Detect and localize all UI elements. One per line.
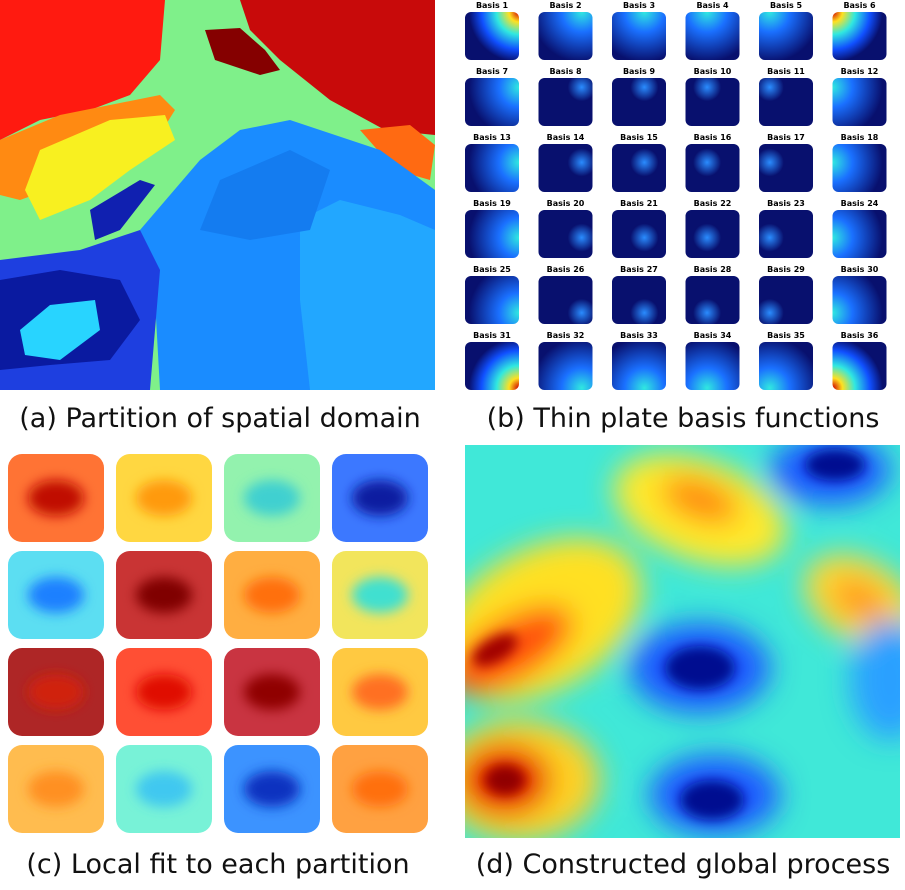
basis-image (465, 12, 519, 60)
basis-image (612, 78, 666, 126)
local-fit-core (136, 674, 192, 710)
basis-image (465, 276, 519, 324)
local-fit-core (244, 577, 300, 613)
basis-image (832, 210, 887, 258)
basis-label: Basis 23 (767, 199, 805, 208)
basis-image (465, 210, 519, 258)
basis-label: Basis 9 (623, 67, 656, 76)
global-process (465, 445, 900, 838)
basis-image (685, 78, 740, 126)
basis-label: Basis 28 (694, 265, 732, 274)
basis-image (832, 12, 887, 60)
basis-image (759, 342, 813, 390)
basis-image (832, 276, 887, 324)
local-fit-grid (8, 454, 428, 833)
basis-label: Basis 7 (476, 67, 508, 76)
basis-image (538, 12, 593, 60)
local-fit-core (136, 771, 192, 807)
caption: (d) Constructed global process (476, 849, 891, 880)
basis-label: Basis 26 (547, 265, 585, 274)
basis-label: Basis 24 (841, 199, 879, 208)
basis-label: Basis 11 (767, 67, 805, 76)
basis-label: Basis 10 (694, 67, 732, 76)
basis-label: Basis 31 (473, 331, 511, 340)
basis-label: Basis 16 (694, 133, 732, 142)
basis-label: Basis 18 (841, 133, 879, 142)
basis-label: Basis 36 (841, 331, 879, 340)
basis-image (685, 210, 740, 258)
local-fit-core (28, 577, 84, 613)
basis-label: Basis 12 (841, 67, 879, 76)
basis-image (759, 210, 813, 258)
local-fit-core (28, 480, 84, 516)
basis-image (465, 342, 519, 390)
local-fit-core (244, 674, 300, 710)
basis-image (538, 342, 593, 390)
basis-label: Basis 15 (620, 133, 658, 142)
local-fit-core (352, 577, 408, 613)
local-fit-core (352, 771, 408, 807)
basis-label: Basis 21 (620, 199, 658, 208)
partition-map (0, 0, 435, 390)
basis-label: Basis 3 (623, 1, 655, 10)
basis-image (759, 276, 813, 324)
basis-image (538, 210, 593, 258)
basis-label: Basis 34 (694, 331, 732, 340)
basis-label: Basis 33 (620, 331, 658, 340)
basis-image (832, 144, 887, 192)
basis-label: Basis 2 (549, 1, 581, 10)
basis-label: Basis 32 (547, 331, 585, 340)
local-fit-core (28, 771, 84, 807)
caption: (b) Thin plate basis functions (487, 403, 880, 434)
basis-image (612, 12, 666, 60)
basis-image (832, 342, 887, 390)
basis-label: Basis 8 (549, 67, 582, 76)
caption: (a) Partition of spatial domain (19, 403, 421, 434)
basis-label: Basis 29 (767, 265, 805, 274)
local-fit-core (136, 480, 192, 516)
basis-image (612, 276, 666, 324)
basis-label: Basis 35 (767, 331, 805, 340)
basis-image (538, 276, 593, 324)
basis-image (685, 276, 740, 324)
basis-label: Basis 14 (547, 133, 585, 142)
local-fit-core (352, 674, 408, 710)
basis-label: Basis 5 (770, 1, 803, 10)
basis-image (685, 12, 740, 60)
basis-image (685, 144, 740, 192)
basis-image (538, 144, 593, 192)
basis-grid: Basis 1 Basis 2 Basis 3 Basis 4 Basis 5 Basis… (465, 1, 887, 390)
local-fit-core (244, 480, 300, 516)
basis-image (465, 144, 519, 192)
basis-label: Basis 27 (620, 265, 658, 274)
local-fit-core (28, 674, 84, 710)
basis-image (759, 78, 813, 126)
basis-image (612, 342, 666, 390)
basis-image (465, 78, 519, 126)
basis-label: Basis 1 (476, 1, 509, 10)
basis-label: Basis 4 (696, 1, 729, 10)
local-fit-core (136, 577, 192, 613)
basis-image (685, 342, 740, 390)
caption: (c) Local fit to each partition (26, 849, 409, 880)
local-fit-core (352, 480, 408, 516)
basis-label: Basis 25 (473, 265, 511, 274)
local-fit-core (244, 771, 300, 807)
basis-label: Basis 6 (843, 1, 876, 10)
basis-image (612, 210, 666, 258)
basis-label: Basis 20 (547, 199, 585, 208)
basis-image (832, 78, 887, 126)
basis-image (759, 12, 813, 60)
basis-image (759, 144, 813, 192)
basis-image (612, 144, 666, 192)
basis-image (538, 78, 593, 126)
basis-label: Basis 13 (473, 133, 511, 142)
basis-label: Basis 17 (767, 133, 805, 142)
basis-label: Basis 19 (473, 199, 511, 208)
basis-label: Basis 30 (841, 265, 879, 274)
basis-label: Basis 22 (694, 199, 732, 208)
